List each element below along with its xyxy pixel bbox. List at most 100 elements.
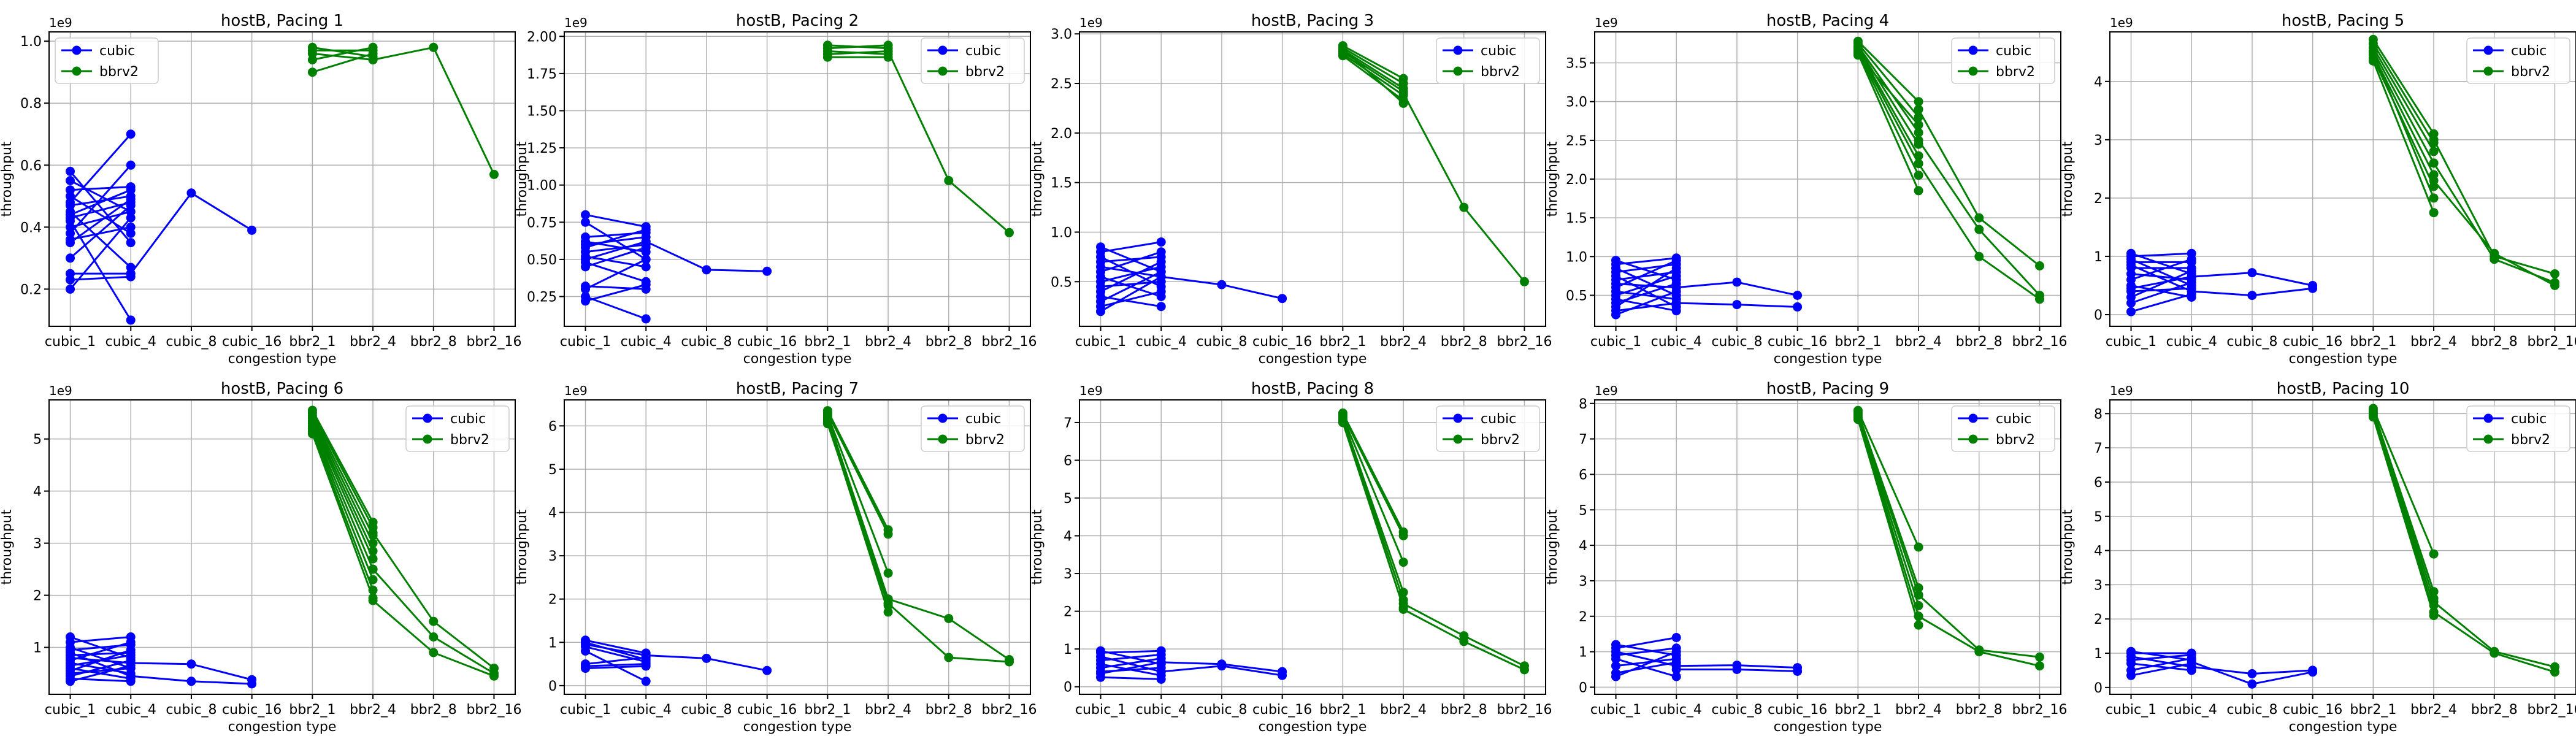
data-point bbox=[1156, 257, 1166, 267]
data-point bbox=[1278, 294, 1287, 304]
data-point bbox=[126, 671, 136, 681]
chart-panel: cubic_1 cubic_4 cubic_8 cubic_16 bbr2_1 bbr2_… bbox=[0, 12, 521, 367]
series-line bbox=[69, 217, 132, 290]
y-offset-label: 1e9 bbox=[49, 383, 72, 398]
series-line bbox=[1857, 410, 1920, 548]
legend: cubic bbrv2 bbox=[405, 405, 510, 452]
y-offset-label: 1e9 bbox=[2110, 383, 2133, 398]
x-tick-label: cubic_1 bbox=[1590, 702, 1641, 718]
legend: cubic bbrv2 bbox=[921, 37, 1025, 84]
series-line bbox=[2372, 408, 2435, 554]
legend-label: cubic bbox=[450, 412, 486, 427]
series-cubic bbox=[66, 632, 257, 689]
series-bbrv2 bbox=[822, 406, 1014, 667]
series-line bbox=[70, 646, 131, 669]
data-point bbox=[641, 677, 651, 686]
y-axis-label: throughput bbox=[2060, 509, 2076, 585]
legend: cubic bbrv2 bbox=[2466, 37, 2570, 84]
data-point bbox=[641, 237, 651, 247]
series-cubic bbox=[1096, 237, 1287, 316]
data-point bbox=[1217, 280, 1227, 289]
legend-label: bbrv2 bbox=[1481, 64, 1520, 80]
x-tick-label: cubic_16 bbox=[737, 702, 797, 718]
y-tick-label: 3.0 bbox=[1566, 95, 1587, 110]
data-point bbox=[1974, 251, 1984, 261]
data-point bbox=[641, 262, 651, 272]
plot-frame bbox=[1594, 399, 2061, 695]
x-tick-label: bbr2_16 bbox=[981, 334, 1037, 350]
x-tick-label: cubic_8 bbox=[2226, 702, 2277, 718]
data-point bbox=[1914, 620, 1923, 630]
data-point bbox=[1398, 558, 1408, 567]
legend: cubic bbrv2 bbox=[2466, 405, 2570, 452]
data-point bbox=[641, 255, 651, 264]
data-point bbox=[126, 269, 136, 278]
legend-marker bbox=[423, 413, 432, 423]
x-axis-label: congestion type bbox=[2289, 351, 2398, 367]
series-line bbox=[70, 201, 131, 219]
data-point bbox=[1671, 665, 1681, 674]
series-line bbox=[1100, 657, 1162, 669]
series-line bbox=[2372, 58, 2435, 187]
series-line bbox=[585, 240, 646, 261]
legend-marker bbox=[1968, 434, 1978, 444]
x-tick-label: bbr2_16 bbox=[1497, 702, 1552, 718]
data-point bbox=[1914, 171, 1923, 180]
series-line bbox=[585, 247, 646, 268]
legend: cubic bbrv2 bbox=[1951, 37, 2055, 84]
data-point bbox=[2035, 652, 2044, 662]
data-point bbox=[2429, 208, 2439, 218]
series-bbrv2 bbox=[2368, 34, 2559, 290]
legend-marker bbox=[423, 434, 432, 444]
series-line bbox=[69, 133, 132, 203]
legend-label: cubic bbox=[2511, 412, 2547, 427]
series-line bbox=[1100, 261, 1162, 293]
chart-panel: cubic_1 cubic_4 cubic_8 cubic_16 bbr2_1 bbr2_… bbox=[515, 12, 1037, 367]
x-tick-label: bbr2_16 bbox=[981, 702, 1037, 718]
data-point bbox=[429, 616, 439, 626]
series-line bbox=[1616, 302, 1677, 312]
series-line bbox=[1615, 267, 1677, 308]
data-point bbox=[641, 314, 651, 324]
x-tick-label: bbr2_8 bbox=[1956, 334, 2003, 350]
y-tick-label: 5 bbox=[2094, 510, 2103, 525]
series-line bbox=[585, 665, 646, 670]
x-tick-label: bbr2_16 bbox=[2012, 702, 2067, 718]
data-point bbox=[368, 554, 378, 564]
legend-label: bbrv2 bbox=[1481, 432, 1520, 448]
data-point bbox=[1671, 647, 1681, 657]
data-point bbox=[1459, 202, 1469, 212]
series-line bbox=[311, 431, 374, 591]
data-point bbox=[1398, 605, 1408, 614]
series-line bbox=[585, 228, 646, 248]
data-point bbox=[489, 671, 499, 681]
data-point bbox=[1853, 415, 1863, 424]
legend-label: bbrv2 bbox=[450, 432, 489, 448]
legend-label: cubic bbox=[1996, 44, 2031, 59]
data-point bbox=[581, 284, 590, 294]
y-tick-label: 0.75 bbox=[527, 215, 557, 231]
y-tick-label: 4 bbox=[2094, 544, 2103, 559]
plot-frame bbox=[2109, 399, 2576, 695]
series-line bbox=[2372, 60, 2435, 213]
y-tick-label: 2.0 bbox=[1566, 172, 1587, 188]
legend-label: bbrv2 bbox=[2511, 432, 2550, 448]
data-point bbox=[1611, 654, 1620, 664]
series-line bbox=[2372, 416, 2435, 616]
x-tick-label: bbr2_4 bbox=[865, 334, 911, 350]
series-line bbox=[1342, 55, 1404, 101]
series-line bbox=[1100, 290, 1162, 308]
series-line bbox=[1342, 414, 1405, 537]
series-cubic bbox=[581, 210, 772, 324]
data-point bbox=[702, 265, 711, 275]
legend-marker bbox=[72, 66, 82, 76]
y-tick-label: 1.5 bbox=[1051, 176, 1072, 191]
series-line bbox=[585, 231, 646, 238]
chart-title: hostB, Pacing 7 bbox=[736, 380, 859, 398]
data-point bbox=[126, 222, 136, 232]
y-axis-label: throughput bbox=[2060, 141, 2076, 217]
x-tick-label: cubic_8 bbox=[166, 702, 217, 718]
legend-marker bbox=[938, 45, 948, 55]
y-tick-label: 7 bbox=[1579, 432, 1587, 448]
